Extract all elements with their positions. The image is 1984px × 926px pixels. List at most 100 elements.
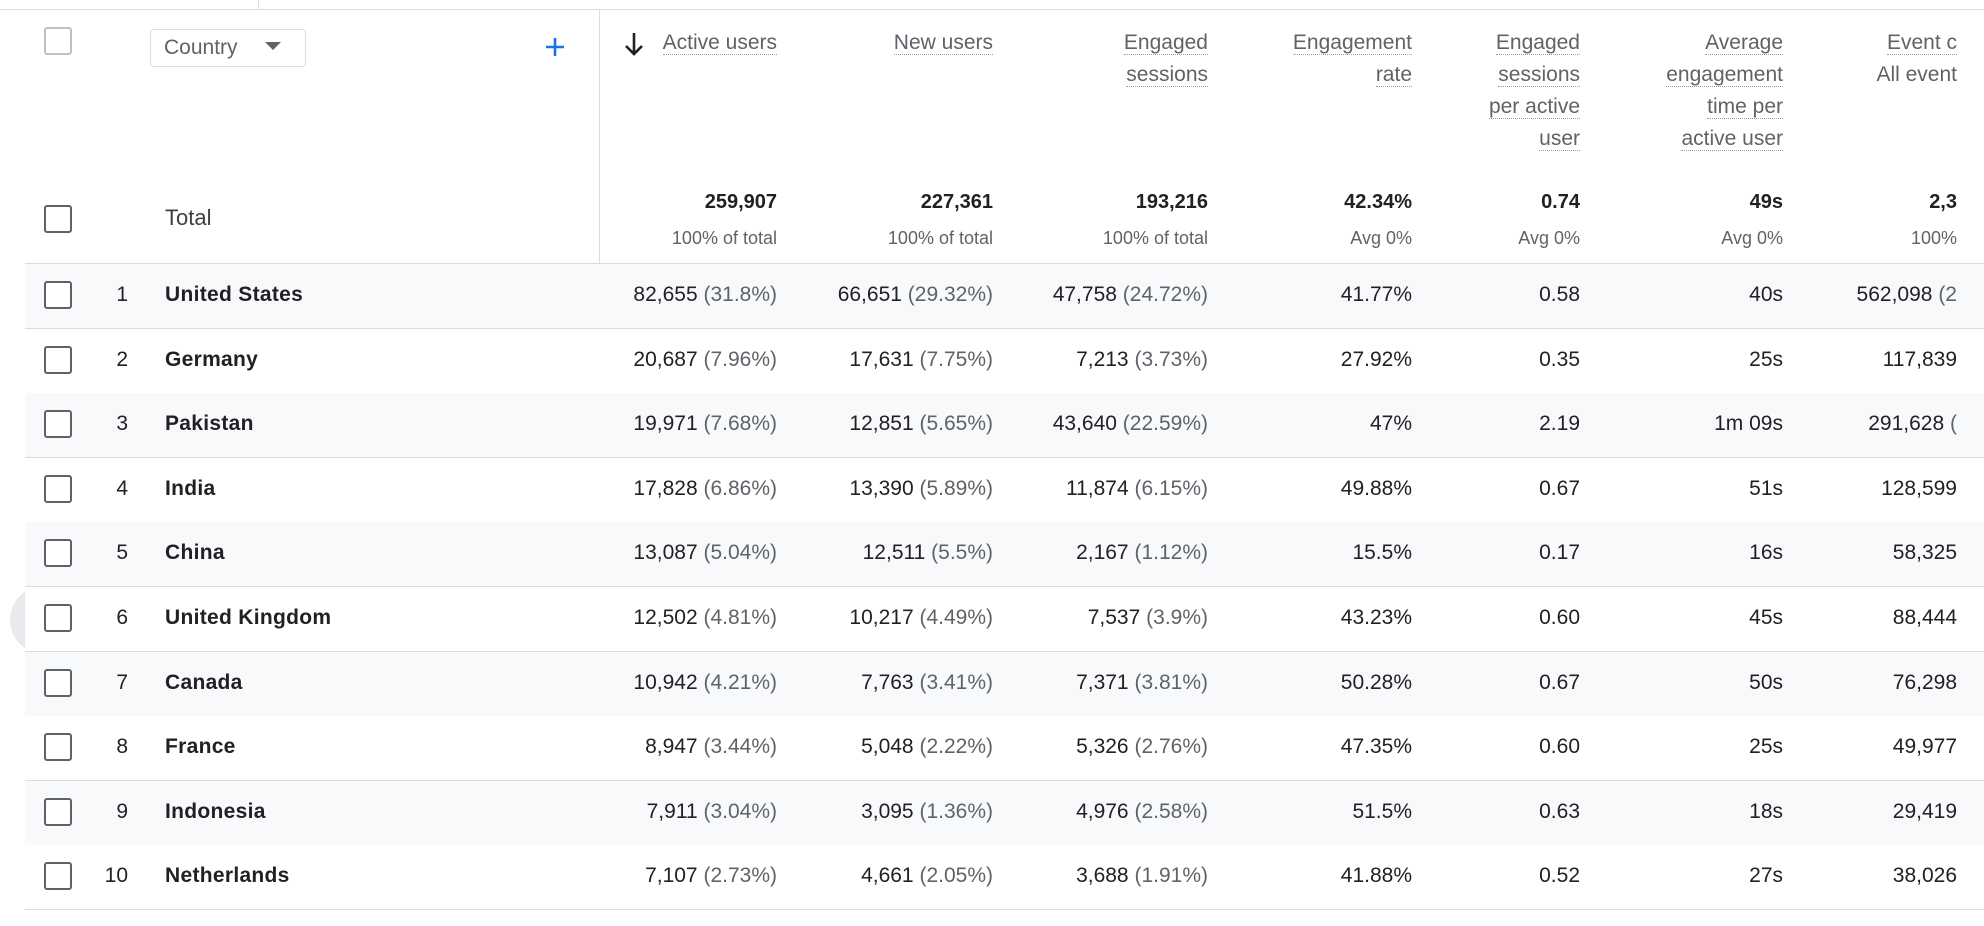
cell: 7,537 (3.9%)	[1088, 603, 1208, 633]
row-country: United Kingdom	[165, 606, 332, 629]
table-row[interactable]	[25, 780, 1984, 846]
column-header[interactable]: active user	[1681, 123, 1783, 155]
cell-share: (5.04%)	[703, 541, 777, 565]
cell-share: (2.05%)	[919, 864, 993, 888]
table-row[interactable]	[25, 845, 1984, 911]
total-sub: 100% of total	[1102, 228, 1208, 248]
cell: 27.92%	[1341, 345, 1412, 375]
column-header[interactable]: Engagement	[1292, 27, 1412, 59]
cell-value: 82,655	[633, 283, 698, 306]
column-header[interactable]: engagement	[1666, 59, 1783, 91]
row-checkbox[interactable]	[44, 668, 72, 697]
cell: 50.28%	[1341, 668, 1412, 698]
column-header-text: Active users	[662, 31, 777, 55]
cell: 5,048 (2.22%)	[861, 732, 993, 762]
cell: 0.67	[1539, 474, 1580, 504]
row-rank: 2	[116, 347, 128, 371]
column-header[interactable]: Average	[1705, 27, 1783, 59]
table-row[interactable]	[25, 264, 1984, 329]
row-checkbox[interactable]	[44, 733, 72, 762]
cell: 43.23%	[1341, 603, 1412, 633]
cell: 88,444	[1893, 603, 1957, 633]
column-header[interactable]: sessions	[1126, 59, 1208, 91]
row-rank: 6	[116, 606, 128, 629]
cell: 12,511 (5.5%)	[863, 538, 993, 568]
cell-value: 40s	[1749, 283, 1783, 306]
column-header[interactable]: sessions	[1498, 59, 1580, 91]
cell-value: 291,628	[1868, 412, 1945, 436]
row-country: China	[165, 541, 225, 565]
cell: 0.52	[1539, 861, 1580, 891]
total-value: 259,907	[704, 191, 777, 213]
select-all-checkbox[interactable]	[44, 27, 72, 55]
cell: 41.77%	[1341, 280, 1412, 310]
cell: 82,655 (31.8%)	[633, 280, 777, 310]
table-row[interactable]	[25, 328, 1984, 394]
total-checkbox[interactable]	[44, 205, 72, 233]
cell-value: 1m 09s	[1714, 412, 1783, 436]
cell: 7,763 (3.41%)	[861, 668, 993, 698]
row-checkbox[interactable]	[44, 797, 72, 826]
table-row[interactable]	[25, 393, 1984, 459]
sort-arrow[interactable]	[624, 31, 644, 57]
total-sub: 100%	[1910, 228, 1957, 248]
column-header[interactable]: Active users	[662, 27, 777, 59]
cell-value: 0.67	[1539, 476, 1580, 500]
cell-value: 50.28%	[1340, 670, 1412, 694]
cell: 3,095 (1.36%)	[861, 797, 993, 827]
cell: 0.67	[1539, 668, 1580, 698]
row-checkbox[interactable]	[44, 474, 72, 503]
column-header[interactable]: Engaged	[1123, 27, 1208, 59]
cell-value: 0.17	[1539, 541, 1580, 565]
column-header[interactable]: New users	[893, 27, 993, 59]
dimension-dropdown[interactable]: Country	[150, 29, 306, 67]
cell-value: 66,651	[837, 283, 902, 306]
row-checkbox[interactable]	[44, 345, 72, 374]
cell: 49.88%	[1341, 474, 1412, 504]
cell-value: 11,874	[1065, 476, 1129, 500]
row-checkbox[interactable]	[44, 281, 72, 309]
column-header[interactable]: rate	[1375, 59, 1412, 91]
cell-share: (3.44%)	[703, 735, 777, 759]
total-value: 49s	[1749, 191, 1783, 213]
column-header[interactable]: time per	[1707, 91, 1783, 123]
row-checkbox[interactable]	[44, 410, 72, 439]
header-border	[25, 263, 1984, 264]
cell-value: 27s	[1749, 864, 1783, 888]
column-header[interactable]: user	[1539, 123, 1580, 155]
cell-value: 7,213	[1076, 347, 1129, 371]
column-header[interactable]: Engaged	[1495, 27, 1580, 59]
table-row[interactable]	[25, 522, 1984, 588]
cell-share: (5.89%)	[919, 476, 993, 500]
cell-value: 38,026	[1892, 864, 1957, 888]
cell-share: (2.22%)	[919, 735, 993, 759]
cell-value: 17,631	[849, 347, 914, 371]
cell-share: (2.58%)	[1134, 799, 1208, 823]
cell-share: (22.59%)	[1122, 412, 1208, 436]
cell: 10,942 (4.21%)	[633, 668, 777, 698]
cell-value: 0.60	[1539, 606, 1580, 629]
column-header[interactable]: Event c	[1886, 27, 1957, 59]
cell-share: (1.91%)	[1134, 864, 1208, 888]
column-header[interactable]: per active	[1488, 91, 1580, 123]
table-row[interactable]	[25, 587, 1984, 652]
table-row[interactable]	[25, 716, 1984, 782]
total-sub: Avg 0%	[1350, 228, 1412, 248]
cell: 4,661 (2.05%)	[861, 861, 993, 891]
cell-value: 20,687	[633, 347, 698, 371]
column-header-text: active user	[1681, 127, 1783, 151]
row-country: Canada	[165, 670, 243, 694]
cell-share: (7.68%)	[703, 412, 777, 436]
cell-value: 18s	[1749, 799, 1783, 823]
table-row[interactable]	[25, 651, 1984, 717]
cell: 7,107 (2.73%)	[645, 861, 777, 891]
cell: 41.88%	[1341, 861, 1412, 891]
row-checkbox[interactable]	[44, 604, 72, 632]
row-checkbox[interactable]	[44, 862, 72, 891]
cell-share: (3.81%)	[1134, 670, 1208, 694]
cell: 51.5%	[1352, 797, 1412, 827]
add-dimension-button[interactable]	[544, 36, 566, 58]
row-checkbox[interactable]	[44, 539, 72, 568]
cell-share: (5.5%)	[931, 541, 993, 565]
table-row[interactable]	[25, 457, 1984, 523]
